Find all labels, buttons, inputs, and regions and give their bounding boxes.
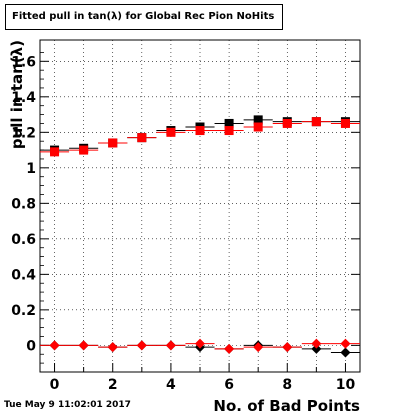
data-point-diamond [165,340,176,351]
data-point-square [79,145,89,155]
data-point-square [224,118,234,128]
data-point-diamond [311,343,322,354]
y-tick-label: 0.4 [11,267,36,283]
x-tick-label: 2 [108,377,118,393]
data-point-diamond [195,338,205,349]
data-point-diamond [136,340,147,351]
data-point-diamond [78,340,89,351]
timestamp-label: Tue May 9 11:02:01 2017 [4,400,131,410]
y-tick-label: 0.2 [11,303,36,319]
data-point-square [311,117,321,127]
data-point-diamond [253,342,264,353]
y-tick-label: 0.8 [11,196,36,212]
data-point-diamond [224,343,235,354]
y-tick-label: 1.2 [11,125,36,141]
data-point-square [340,118,350,128]
y-tick-label: 1.4 [11,90,36,106]
data-point-square [282,118,292,128]
x-axis-title: No. of Bad Points [213,397,360,414]
x-tick-label: 10 [336,377,356,393]
data-point-square [253,115,263,125]
chart-title: Fitted pull in tan(λ) for Global Rec Pio… [12,11,275,22]
data-point-square [50,147,60,157]
data-point-square [195,126,205,136]
data-point-diamond [282,342,293,353]
data-point-diamond [107,342,118,353]
data-point-square [166,127,176,137]
y-tick-label: 0 [26,338,36,354]
x-tick-label: 4 [166,377,176,393]
data-point-square [108,138,118,148]
y-tick-label: 1 [26,161,36,177]
data-point-square [137,133,147,143]
data-point-square [253,122,263,132]
data-point-diamond [311,338,322,349]
x-tick-label: 0 [50,377,60,393]
chart-title-box: Fitted pull in tan(λ) for Global Rec Pio… [5,4,283,30]
data-point-diamond [49,340,60,351]
x-tick-label: 6 [224,377,234,393]
data-point-diamond [340,347,351,358]
plot-frame [39,39,361,373]
y-tick-label: 1.6 [11,54,36,70]
y-tick-label: 0.6 [11,232,36,248]
y-axis-title: pull in tan(λ) [8,40,26,149]
data-point-square [224,126,234,136]
x-tick-label: 8 [282,377,292,393]
data-point-diamond [340,338,351,349]
